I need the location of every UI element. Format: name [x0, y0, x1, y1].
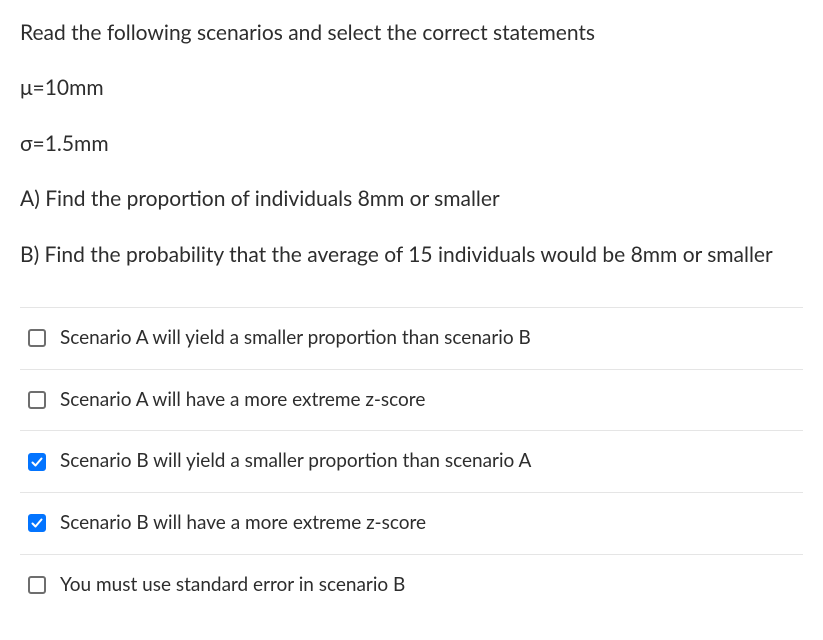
option-row[interactable]: Scenario B will yield a smaller proporti…: [20, 431, 803, 493]
checkmark-icon: [31, 517, 43, 529]
checkbox-3[interactable]: [28, 514, 46, 532]
checkbox-4[interactable]: [28, 576, 46, 594]
option-label: Scenario B will yield a smaller proporti…: [60, 449, 531, 474]
scenario-a: A) Find the proportion of individuals 8m…: [20, 184, 803, 213]
question-intro: Read the following scenarios and select …: [20, 18, 803, 47]
question-stem: Read the following scenarios and select …: [20, 18, 803, 269]
option-row[interactable]: Scenario A will have a more extreme z-sc…: [20, 370, 803, 432]
option-label: Scenario A will yield a smaller proporti…: [60, 326, 531, 351]
options-list: Scenario A will yield a smaller proporti…: [20, 307, 803, 615]
scenario-b: B) Find the probability that the average…: [20, 240, 803, 269]
option-row[interactable]: Scenario A will yield a smaller proporti…: [20, 308, 803, 370]
checkbox-0[interactable]: [28, 329, 46, 347]
checkbox-2[interactable]: [28, 453, 46, 471]
option-label: Scenario B will have a more extreme z-sc…: [60, 511, 426, 536]
option-row[interactable]: Scenario B will have a more extreme z-sc…: [20, 493, 803, 555]
option-label: Scenario A will have a more extreme z-sc…: [60, 388, 425, 413]
option-row[interactable]: You must use standard error in scenario …: [20, 555, 803, 616]
param-mu: μ=10mm: [20, 73, 803, 102]
checkbox-1[interactable]: [28, 391, 46, 409]
option-label: You must use standard error in scenario …: [60, 573, 405, 598]
checkmark-icon: [31, 456, 43, 468]
param-sigma: σ=1.5mm: [20, 129, 803, 158]
